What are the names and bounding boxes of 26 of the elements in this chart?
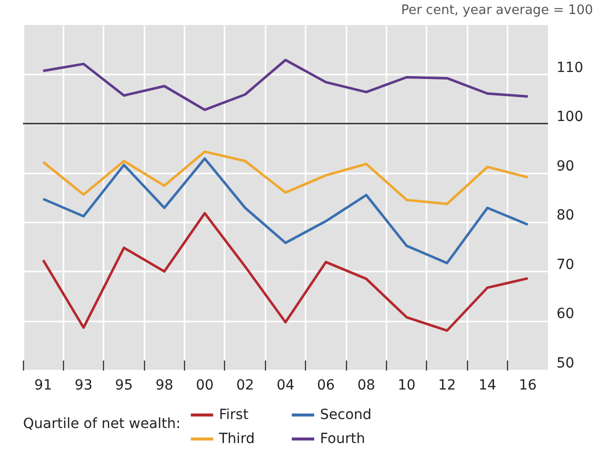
y-tick-label: 60 (556, 306, 574, 322)
y-tick-label: 90 (556, 158, 574, 174)
x-tick-label: 95 (115, 378, 133, 394)
x-tick-label: 08 (357, 378, 376, 394)
x-tick-label: 10 (398, 378, 416, 394)
y-tick-label: 80 (556, 208, 574, 224)
text: Per cent, year average = 100 (401, 3, 593, 18)
legend-label: Fourth (320, 431, 366, 447)
x-tick-label: 00 (196, 378, 214, 394)
legend-label: Third (218, 431, 255, 447)
y-tick-label: 110 (556, 60, 584, 76)
x-tick-label: 14 (478, 378, 496, 394)
y-tick-label: 70 (556, 256, 574, 273)
x-tick-label: 91 (34, 378, 52, 394)
x-tick-label: 93 (74, 378, 92, 394)
x-tick-label: 04 (276, 378, 294, 394)
x-tick-label: 98 (155, 378, 174, 394)
x-tick-label: 16 (518, 378, 537, 394)
legend-title: Quartile of net wealth: (23, 416, 181, 432)
x-tick-label: 12 (438, 378, 456, 394)
y-tick-label: 100 (556, 109, 584, 126)
x-tick-label: 02 (236, 378, 254, 394)
x-tick-label: 06 (316, 378, 335, 394)
y-tick-label: 50 (556, 356, 574, 372)
legend-label: First (219, 407, 249, 423)
legend-label: Second (320, 407, 372, 423)
